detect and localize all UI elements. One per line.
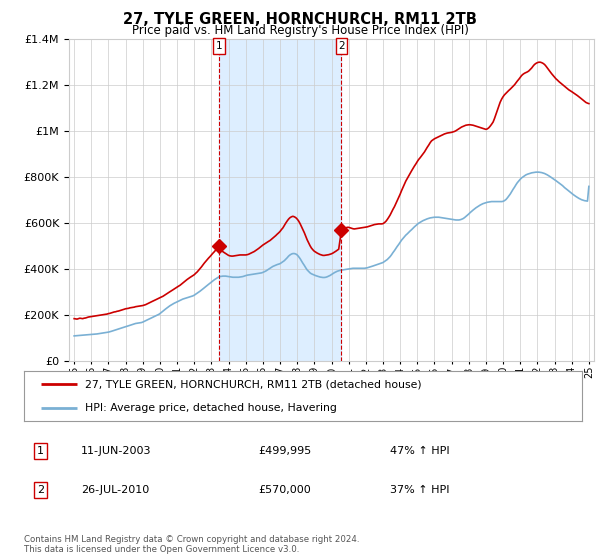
Text: HPI: Average price, detached house, Havering: HPI: Average price, detached house, Have… — [85, 403, 337, 413]
Text: £570,000: £570,000 — [258, 485, 311, 495]
Text: 2: 2 — [37, 485, 44, 495]
Text: 37% ↑ HPI: 37% ↑ HPI — [390, 485, 449, 495]
Text: 1: 1 — [37, 446, 44, 456]
Text: 11-JUN-2003: 11-JUN-2003 — [81, 446, 151, 456]
Text: 27, TYLE GREEN, HORNCHURCH, RM11 2TB: 27, TYLE GREEN, HORNCHURCH, RM11 2TB — [123, 12, 477, 27]
Text: 2: 2 — [338, 41, 345, 51]
Text: 26-JUL-2010: 26-JUL-2010 — [81, 485, 149, 495]
Bar — [219, 39, 341, 361]
Text: £499,995: £499,995 — [258, 446, 311, 456]
Text: Contains HM Land Registry data © Crown copyright and database right 2024.
This d: Contains HM Land Registry data © Crown c… — [24, 535, 359, 554]
Text: 27, TYLE GREEN, HORNCHURCH, RM11 2TB (detached house): 27, TYLE GREEN, HORNCHURCH, RM11 2TB (de… — [85, 379, 422, 389]
Text: 47% ↑ HPI: 47% ↑ HPI — [390, 446, 449, 456]
Text: Price paid vs. HM Land Registry's House Price Index (HPI): Price paid vs. HM Land Registry's House … — [131, 24, 469, 37]
Text: 1: 1 — [215, 41, 222, 51]
